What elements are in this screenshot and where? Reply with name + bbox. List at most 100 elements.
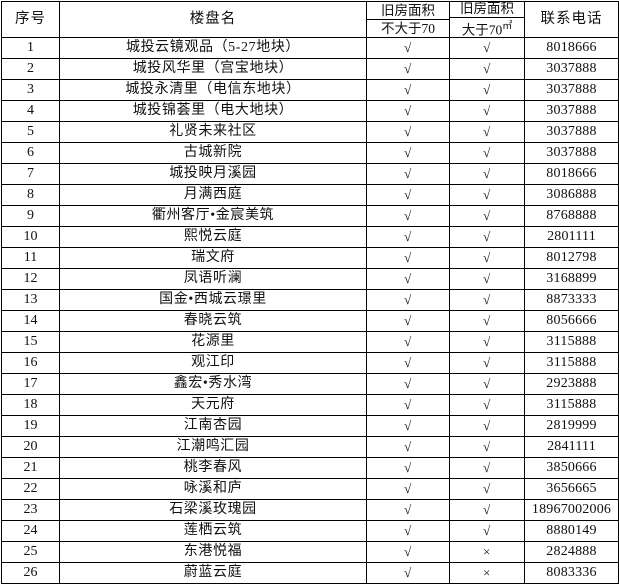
cell-index: 9 bbox=[1, 205, 60, 227]
table-row: 25 东港悦福 √ × 2824888 bbox=[1, 541, 619, 563]
cell-phone: 3037888 bbox=[524, 100, 619, 122]
cell-property-name: 城投永清里（电信东地块） bbox=[59, 79, 367, 101]
cell-area-le70-mark: √ bbox=[366, 121, 450, 143]
cell-property-name: 东港悦福 bbox=[59, 541, 367, 563]
cell-index: 12 bbox=[1, 268, 60, 290]
cell-area-gt70-mark: √ bbox=[449, 205, 525, 227]
cell-area-le70-mark: √ bbox=[366, 331, 450, 353]
cell-area-le70-mark: √ bbox=[366, 562, 450, 584]
cell-phone: 2819999 bbox=[524, 415, 619, 437]
cell-property-name: 国金•西城云璟里 bbox=[59, 289, 367, 311]
cell-area-le70-mark: √ bbox=[366, 457, 450, 479]
cell-area-le70-mark: √ bbox=[366, 58, 450, 80]
cell-index: 23 bbox=[1, 499, 60, 521]
cell-index: 4 bbox=[1, 100, 60, 122]
cell-area-gt70-mark: √ bbox=[449, 289, 525, 311]
cell-index: 7 bbox=[1, 163, 60, 185]
cell-area-gt70-mark: √ bbox=[449, 352, 525, 374]
cell-area-gt70-mark: √ bbox=[449, 373, 525, 395]
cell-property-name: 古城新院 bbox=[59, 142, 367, 164]
cell-area-gt70-mark: √ bbox=[449, 457, 525, 479]
cell-property-name: 莲栖云筑 bbox=[59, 520, 367, 542]
table-row: 19 江南杏园 √ √ 2819999 bbox=[1, 415, 619, 437]
column-header-phone: 联系电话 bbox=[524, 1, 619, 38]
cell-area-le70-mark: √ bbox=[366, 499, 450, 521]
cell-area-le70-mark: √ bbox=[366, 394, 450, 416]
cell-index: 3 bbox=[1, 79, 60, 101]
cell-property-name: 熙悦云庭 bbox=[59, 226, 367, 248]
cell-index: 20 bbox=[1, 436, 60, 458]
cell-area-le70-mark: √ bbox=[366, 478, 450, 500]
table-row: 10 熙悦云庭 √ √ 2801111 bbox=[1, 226, 619, 248]
cell-area-gt70-mark: √ bbox=[449, 394, 525, 416]
cell-area-le70-mark: √ bbox=[366, 163, 450, 185]
cell-property-name: 花源里 bbox=[59, 331, 367, 353]
cell-area-gt70-mark: √ bbox=[449, 121, 525, 143]
cell-area-le70-mark: √ bbox=[366, 436, 450, 458]
cell-phone: 3037888 bbox=[524, 142, 619, 164]
cell-area-gt70-mark: √ bbox=[449, 58, 525, 80]
cell-phone: 2801111 bbox=[524, 226, 619, 248]
cell-property-name: 瑞文府 bbox=[59, 247, 367, 269]
cell-area-le70-mark: √ bbox=[366, 205, 450, 227]
cell-phone: 8012798 bbox=[524, 247, 619, 269]
cell-phone: 3037888 bbox=[524, 121, 619, 143]
cell-area-gt70-mark: √ bbox=[449, 37, 525, 59]
table-row: 12 凤语听澜 √ √ 3168899 bbox=[1, 268, 619, 290]
cell-area-gt70-mark: √ bbox=[449, 163, 525, 185]
cell-property-name: 月满西庭 bbox=[59, 184, 367, 206]
cell-area-le70-mark: √ bbox=[366, 352, 450, 374]
cell-area-gt70-mark: √ bbox=[449, 331, 525, 353]
cell-index: 19 bbox=[1, 415, 60, 437]
cell-area-gt70-mark: √ bbox=[449, 436, 525, 458]
cell-property-name: 礼贤未来社区 bbox=[59, 121, 367, 143]
cell-index: 13 bbox=[1, 289, 60, 311]
cell-index: 17 bbox=[1, 373, 60, 395]
cell-area-le70-mark: √ bbox=[366, 520, 450, 542]
cell-area-gt70-mark: × bbox=[449, 562, 525, 584]
cell-area-gt70-mark: √ bbox=[449, 79, 525, 101]
column-header-area-gt70: 旧房面积 大于70㎡ bbox=[449, 0, 525, 38]
cell-phone: 3115888 bbox=[524, 331, 619, 353]
cell-index: 14 bbox=[1, 310, 60, 332]
cell-index: 16 bbox=[1, 352, 60, 374]
cell-property-name: 桃李春风 bbox=[59, 457, 367, 479]
cell-area-le70-mark: √ bbox=[366, 226, 450, 248]
table-row: 18 天元府 √ √ 3115888 bbox=[1, 394, 619, 416]
table-row: 22 咏溪和庐 √ √ 3656665 bbox=[1, 478, 619, 500]
table-row: 3 城投永清里（电信东地块） √ √ 3037888 bbox=[1, 79, 619, 101]
cell-phone: 8018666 bbox=[524, 37, 619, 59]
cell-area-le70-mark: √ bbox=[366, 415, 450, 437]
cell-area-gt70-mark: × bbox=[449, 541, 525, 563]
cell-property-name: 城投风华里（宫宝地块） bbox=[59, 58, 367, 80]
column-header-index: 序号 bbox=[1, 1, 60, 38]
table-row: 9 衢州客厅•金宸美筑 √ √ 8768888 bbox=[1, 205, 619, 227]
table-row: 4 城投锦荟里（电大地块） √ √ 3037888 bbox=[1, 100, 619, 122]
table-header: 序号 楼盘名 旧房面积 不大于70 旧房面积 大于70㎡ 联系电话 bbox=[1, 0, 619, 38]
cell-phone: 3115888 bbox=[524, 394, 619, 416]
cell-area-gt70-mark: √ bbox=[449, 478, 525, 500]
column-header-name: 楼盘名 bbox=[59, 1, 367, 38]
cell-area-gt70-mark: √ bbox=[449, 184, 525, 206]
cell-property-name: 鑫宏•秀水湾 bbox=[59, 373, 367, 395]
table-row: 6 古城新院 √ √ 3037888 bbox=[1, 142, 619, 164]
table-row: 11 瑞文府 √ √ 8012798 bbox=[1, 247, 619, 269]
cell-phone: 8873333 bbox=[524, 289, 619, 311]
cell-area-gt70-mark: √ bbox=[449, 268, 525, 290]
column-header-area-gt70-text: 大于70 bbox=[461, 22, 503, 38]
table-body: 1 城投云镜观品（5-27地块） √ √ 8018666 2 城投风华里（宫宝地块） √ √ 30… bbox=[1, 37, 619, 584]
cell-index: 18 bbox=[1, 394, 60, 416]
cell-phone: 2841111 bbox=[524, 436, 619, 458]
cell-area-gt70-mark: √ bbox=[449, 520, 525, 542]
cell-property-name: 观江印 bbox=[59, 352, 367, 374]
cell-index: 2 bbox=[1, 58, 60, 80]
table-row: 2 城投风华里（宫宝地块） √ √ 3037888 bbox=[1, 58, 619, 80]
cell-area-le70-mark: √ bbox=[366, 373, 450, 395]
cell-phone: 3037888 bbox=[524, 58, 619, 80]
cell-index: 25 bbox=[1, 541, 60, 563]
table-row: 5 礼贤未来社区 √ √ 3037888 bbox=[1, 121, 619, 143]
cell-property-name: 石梁溪玫瑰园 bbox=[59, 499, 367, 521]
cell-index: 8 bbox=[1, 184, 60, 206]
cell-phone: 3656665 bbox=[524, 478, 619, 500]
column-header-area-gt70-line1: 旧房面积 bbox=[450, 0, 524, 19]
